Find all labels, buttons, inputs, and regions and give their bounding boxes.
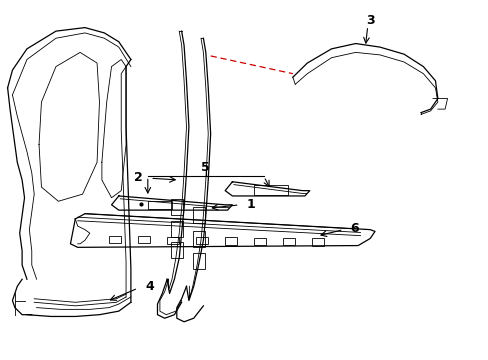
Bar bbox=[224, 238, 237, 244]
Bar bbox=[192, 207, 204, 222]
Bar bbox=[196, 237, 208, 244]
Bar bbox=[171, 221, 183, 237]
Bar bbox=[192, 253, 204, 269]
Bar bbox=[109, 236, 121, 243]
Bar bbox=[283, 238, 295, 245]
Text: 5: 5 bbox=[201, 161, 210, 174]
Bar bbox=[171, 242, 183, 258]
Text: 1: 1 bbox=[246, 198, 255, 211]
Bar bbox=[138, 237, 150, 243]
Text: 3: 3 bbox=[365, 14, 374, 27]
Bar bbox=[311, 238, 324, 246]
Text: 6: 6 bbox=[349, 222, 358, 235]
Bar bbox=[171, 199, 183, 215]
Bar bbox=[192, 231, 204, 247]
Bar bbox=[254, 185, 287, 195]
Text: 2: 2 bbox=[134, 171, 142, 184]
Bar bbox=[167, 237, 179, 244]
Text: 4: 4 bbox=[145, 280, 154, 293]
Bar bbox=[254, 238, 265, 245]
Bar bbox=[147, 201, 172, 209]
